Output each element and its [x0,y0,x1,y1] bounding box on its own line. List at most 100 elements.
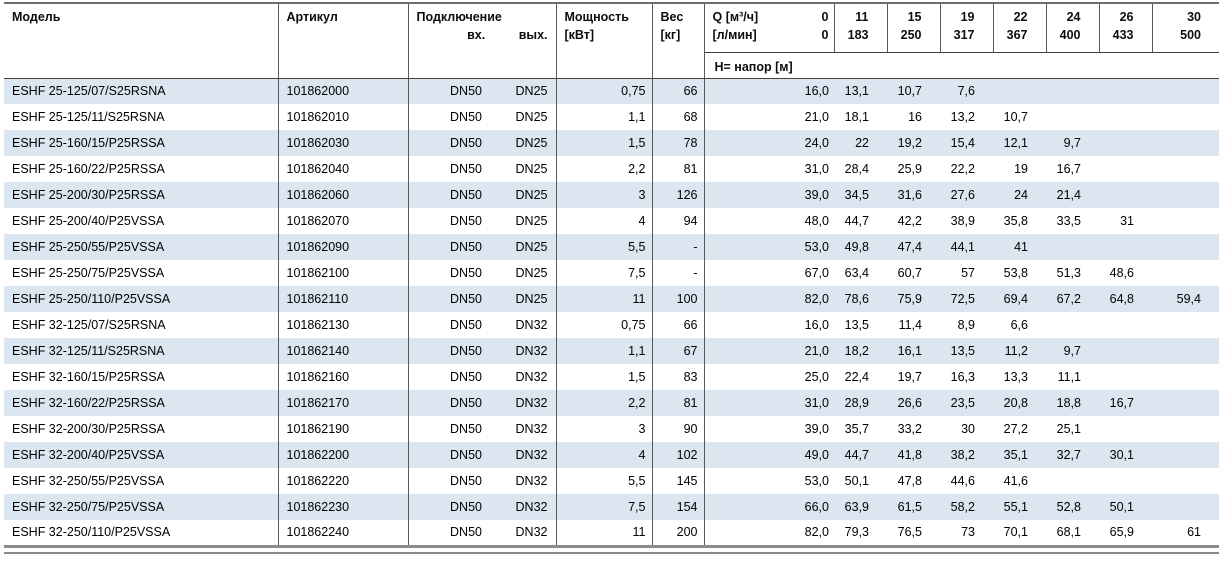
head-cell [1099,156,1152,182]
head-cell [1099,182,1152,208]
head-cell: 21,0 [704,338,834,364]
article-cell: 101862090 [278,234,409,260]
head-cell: 16,3 [950,370,975,384]
head-cell: 82,0 [704,520,834,548]
head-cell [1152,156,1219,182]
head-cell [1152,416,1219,442]
header-head-label: H= напор [м] [704,51,1219,79]
head-cell: 39,0 [704,182,834,208]
head-cell [1046,312,1099,338]
head-cell: 11,4 [898,318,922,332]
flow-lmin: 400 [1059,28,1081,42]
header-power: Мощность [кВт] [556,3,653,79]
head-cell: 21,0 [804,110,829,124]
table-row: ESHF 25-200/30/P25RSSA 101862060 DN50 DN… [4,182,1219,208]
article-cell: 101862030 [278,130,409,156]
head-cell: 16,7 [1056,162,1081,176]
weight-cell: 83 [652,364,705,390]
head-cell: 16,1 [887,338,940,364]
weight-cell: - [652,260,705,286]
connection-in-cell: DN50 [450,162,482,176]
model-cell: ESHF 32-160/22/P25RSSA [4,390,279,416]
connection-in-cell: DN50 [450,474,482,488]
article-cell: 101862060 [278,182,409,208]
head-cell: 78,6 [834,286,887,312]
head-cell: 66,0 [704,494,834,520]
article-cell: 101862000 [278,78,409,104]
weight-cell: 126 [652,182,705,208]
connection-out-cell: DN25 [496,260,557,286]
weight-cell: 67 [652,338,705,364]
head-cell: 18,2 [834,338,887,364]
model-cell: ESHF 25-200/30/P25RSSA [4,182,279,208]
table-header: Модель Артикул Подключение вх. вых. Мощн… [4,3,1219,79]
head-cell: 15,4 [940,130,993,156]
weight-cell: 94 [652,208,705,234]
head-cell: 41,8 [887,442,940,468]
head-cell [1152,130,1219,156]
weight-cell: 66 [652,312,705,338]
head-cell [1152,208,1219,234]
power-cell: 1,1 [556,338,653,364]
head-cell: 25,1 [1056,422,1081,436]
connection-in-cell: DN50 [450,318,482,332]
head-cell: 59,4 [1152,286,1219,312]
model-cell: ESHF 25-250/75/P25VSSA [4,260,279,286]
head-cell: 52,8 [1046,494,1099,520]
connection-in-cell: DN50 [408,286,496,312]
table-row: ESHF 25-160/22/P25RSSA 101862040 DN50 DN… [4,156,1219,182]
head-cell: 9,7 [1046,338,1099,364]
head-cell: 55,1 [993,494,1046,520]
header-power-unit: [кВт] [564,28,595,42]
head-cell: 24 [993,182,1046,208]
power-cell: 2,2 [556,390,653,416]
weight-cell: 154 [652,494,705,520]
header-weight: Вес [кг] [652,3,705,79]
head-cell: 60,7 [897,266,922,280]
flow-m3h: 26 [1119,10,1134,24]
head-cell: 53,0 [804,474,829,488]
header-flow-col-3: 19 317 [940,3,994,52]
model-cell: ESHF 25-200/40/P25VSSA [4,208,279,234]
connection-out-cell: DN32 [496,312,557,338]
head-cell: 41 [993,234,1046,260]
head-cell: 18,8 [1046,390,1099,416]
weight-cell: 200 [652,520,705,548]
head-cell: 75,9 [887,286,940,312]
head-cell: 65,9 [1099,520,1152,548]
head-cell [1046,104,1099,130]
header-flow-q-lmin-zero: 0 [821,28,829,42]
head-cell: 13,3 [1003,370,1028,384]
head-cell: 33,5 [1056,214,1081,228]
head-cell: 16,0 [704,78,834,104]
connection-in-cell: DN50 [408,182,496,208]
header-flow-q-m3h-zero: 0 [821,10,829,24]
article-cell: 101862160 [278,364,409,390]
head-cell: 72,5 [940,286,993,312]
connection-in-cell: DN50 [408,520,496,548]
head-cell: 18,1 [844,110,869,124]
power-cell: 11 [556,286,653,312]
head-cell [1099,104,1152,130]
header-flow-col-1: 11 183 [834,3,888,52]
bottom-rule [4,551,1219,554]
head-cell: 61,5 [887,494,940,520]
weight-cell: 78 [652,130,705,156]
head-cell: 49,8 [834,234,887,260]
model-cell: ESHF 25-250/55/P25VSSA [4,234,279,260]
article-cell: 101862190 [278,416,409,442]
head-cell: 21,4 [1046,182,1099,208]
head-cell: 53,0 [704,234,834,260]
head-cell [1099,468,1152,494]
flow-m3h: 15 [907,10,922,24]
weight-cell: 100 [652,286,705,312]
head-cell [1152,78,1219,104]
weight-cell: 102 [652,442,705,468]
header-article-label: Артикул [286,10,338,24]
header-flow-col-4: 22 367 [993,3,1047,52]
table-row: ESHF 25-200/40/P25VSSA 101862070 DN50 DN… [4,208,1219,234]
table-row: ESHF 32-200/40/P25VSSA 101862200 DN50 DN… [4,442,1219,468]
head-cell [1099,130,1152,156]
header-connection-label: Подключение [416,10,502,24]
head-cell [1152,442,1219,468]
